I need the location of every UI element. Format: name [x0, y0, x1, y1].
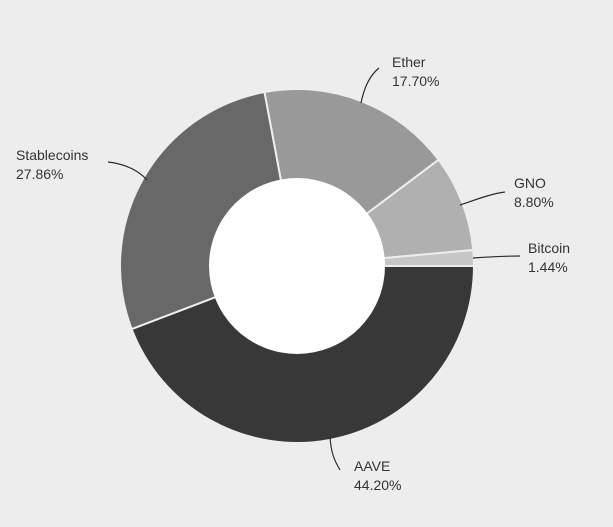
slice-label-bitcoin: Bitcoin [528, 240, 570, 256]
slice-label-aave: AAVE [354, 458, 390, 474]
slice-value-gno: 8.80% [514, 194, 554, 210]
leader-line-gno [459, 191, 506, 206]
slice-value-stablecoins: 27.86% [16, 166, 63, 182]
donut-hole [209, 178, 385, 354]
leader-line-stablecoins [107, 161, 148, 181]
slice-label-gno: GNO [514, 175, 546, 191]
slice-label-ether: Ether [392, 54, 426, 70]
leader-line-ether [360, 67, 380, 104]
slice-value-aave: 44.20% [354, 477, 401, 493]
slice-label-stablecoins: Stablecoins [16, 147, 88, 163]
slice-value-bitcoin: 1.44% [528, 259, 568, 275]
slice-aave [130, 265, 476, 444]
leader-line-bitcoin [472, 255, 521, 259]
leader-line-aave [329, 436, 341, 471]
slice-value-ether: 17.70% [392, 73, 439, 89]
